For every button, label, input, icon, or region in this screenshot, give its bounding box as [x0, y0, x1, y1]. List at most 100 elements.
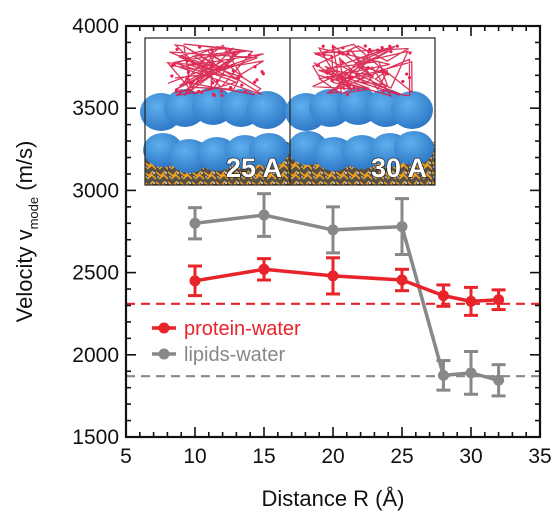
data-point [258, 263, 270, 275]
x-tick-label: 30 [459, 445, 482, 468]
glycan-atom [170, 63, 175, 68]
y-tick-label: 1500 [72, 426, 119, 449]
axes: 5 10 15 20 25 30 35 1500 2000 2500 3000 3500 4000 Dis… [12, 15, 552, 511]
glycan-atom [247, 53, 252, 57]
data-point [189, 275, 201, 287]
x-tick-label: 35 [528, 445, 551, 468]
glycan-atom [401, 79, 405, 84]
data-point [465, 367, 477, 379]
legend-entry: lipids-water [152, 344, 285, 366]
glycan-atom [389, 49, 393, 54]
data-point [493, 374, 505, 386]
glycan-atom [340, 60, 345, 64]
data-point [437, 290, 449, 302]
glycan-atom [376, 48, 380, 52]
legend-swatch-marker [158, 348, 170, 360]
glycan-atom [330, 78, 334, 83]
y-axis-title-subscript: mode [26, 197, 41, 230]
glycan-atom [189, 81, 194, 85]
glycan-atom [366, 66, 370, 70]
y-tick-label: 3000 [72, 179, 119, 202]
glycan-atom [408, 51, 412, 55]
series-layer [188, 192, 506, 398]
glycan-atom [210, 63, 214, 67]
glycan-atom [185, 59, 189, 63]
x-axis-title: Distance R (Å) [261, 486, 404, 511]
series-lipids-water [188, 192, 506, 398]
glycan-atom [405, 72, 409, 76]
glycan-atom [220, 93, 224, 98]
y-axis-title-unit: (m/s) [12, 141, 37, 197]
glycan-atom [363, 44, 367, 48]
glycan-atom [340, 77, 344, 81]
glycan-atom [407, 75, 412, 80]
x-tick-label: 10 [183, 445, 206, 468]
series-protein-water [188, 256, 506, 317]
inset-panel-label: 25 A [226, 153, 282, 183]
glycan-atom [380, 46, 384, 50]
glycan-atom [352, 86, 356, 90]
glycan-atom [381, 89, 385, 93]
glycan-atom [200, 90, 204, 95]
legend-label: protein-water [184, 318, 301, 340]
glycan-atom [253, 65, 257, 69]
glycan-atom [252, 80, 257, 84]
glycan-atom [197, 89, 201, 93]
series-line [194, 267, 499, 304]
glycan-atom [395, 44, 399, 48]
x-tick-label: 25 [390, 445, 413, 468]
data-point [396, 221, 408, 233]
legend-swatch-marker [158, 322, 170, 334]
glycan-atom [229, 85, 233, 90]
glycan-tangle [311, 43, 413, 98]
glycan-atom [216, 66, 220, 70]
protein-blob [246, 91, 288, 129]
glycan-atom [315, 63, 320, 68]
legend-entry: protein-water [152, 318, 301, 340]
glycan-atom [322, 53, 326, 57]
glycan-atom [337, 50, 341, 55]
x-tick-label: 5 [120, 445, 132, 468]
glycan-atom [385, 72, 389, 76]
glycan-atom [243, 90, 247, 94]
y-tick-label: 4000 [72, 15, 119, 38]
glycan-atom [231, 69, 235, 73]
glycan-atom [356, 87, 360, 91]
data-point [493, 294, 505, 306]
inset-panel: 30 A [285, 38, 435, 185]
legend: protein-water lipids-water [152, 318, 301, 366]
glycan-atom [260, 70, 264, 74]
glycan-atom [212, 93, 216, 98]
glycan-atom [225, 64, 229, 68]
glycan-atom [346, 52, 350, 56]
y-axis-title-main: Velocity v [12, 229, 37, 322]
glycan-atom [210, 48, 214, 52]
glycan-atom [230, 63, 234, 68]
data-point [189, 217, 201, 229]
glycan-atom [233, 52, 237, 57]
inset-image: 25 A 30 A [140, 37, 436, 186]
glycan-atom [348, 76, 352, 80]
glycan-atom [325, 71, 329, 75]
glycan-atom [215, 79, 219, 83]
glycan-atom [331, 45, 335, 49]
glycan-atom [240, 83, 244, 87]
glycan-atom [200, 65, 204, 69]
glycan-atom [193, 62, 197, 66]
glycan-atom [326, 75, 330, 80]
x-tick-label: 15 [252, 445, 275, 468]
legend-label: lipids-water [184, 344, 285, 366]
protein-blob [249, 133, 289, 167]
data-point [396, 274, 408, 286]
glycan-atom [341, 46, 345, 50]
glycan-atom [330, 55, 334, 59]
y-axis-title: Velocity vmode (m/s) [12, 141, 41, 323]
glycan-atom [346, 83, 350, 87]
inset-panel: 25 A [140, 38, 290, 185]
glycan-atom [185, 77, 189, 81]
data-point [327, 270, 339, 282]
glycan-atom [211, 81, 215, 85]
glycan-tangle [166, 43, 264, 97]
glycan-atom [174, 88, 179, 92]
